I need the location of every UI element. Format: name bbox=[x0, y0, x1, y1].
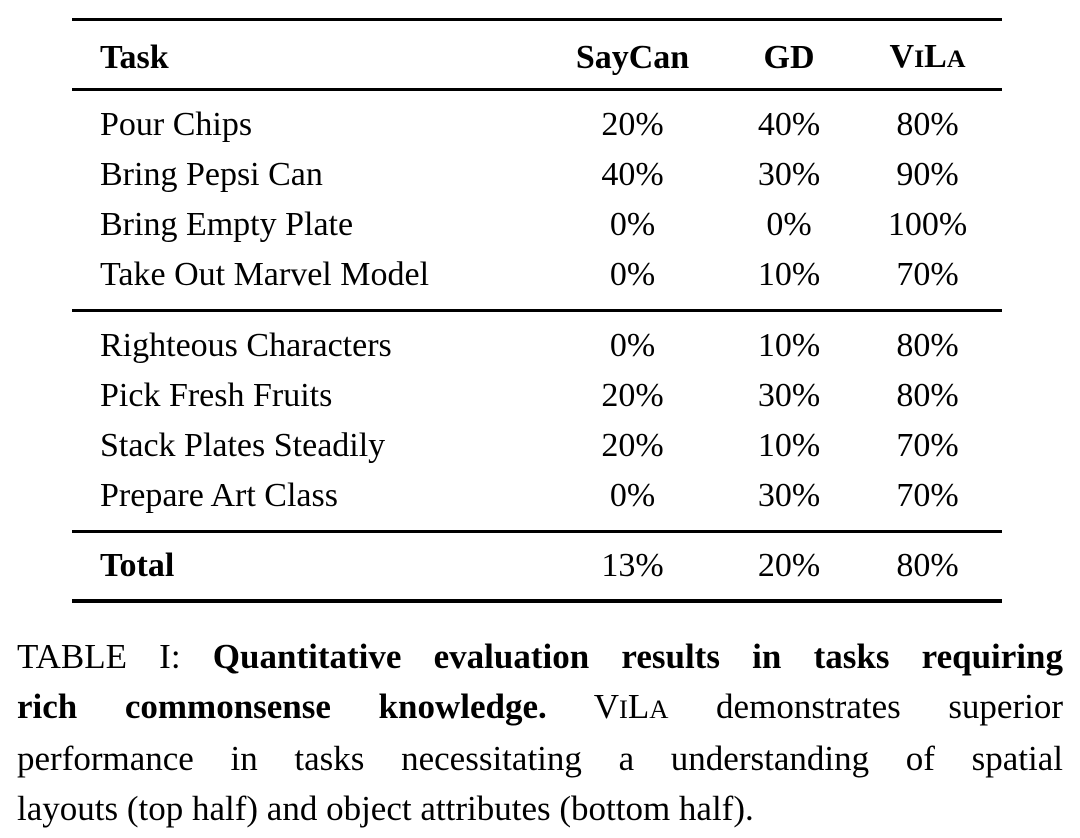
caption-text: layouts (top half) and object attributes… bbox=[17, 789, 754, 828]
results-table: Task SayCan GD VILA Pour Chips 20% 40% 8… bbox=[72, 18, 1002, 603]
caption-bold-title-cont: rich commonsense knowledge. bbox=[17, 687, 547, 726]
gd-cell: 40% bbox=[757, 106, 821, 143]
task-cell: Pick Fresh Fruits bbox=[100, 377, 333, 414]
header-separator-rule bbox=[72, 88, 1002, 91]
table-bottom-rule bbox=[72, 599, 1002, 603]
header-cell-gd: GD bbox=[763, 38, 815, 76]
saycan-cell: 40% bbox=[601, 156, 664, 193]
saycan-cell: 0% bbox=[609, 477, 656, 514]
caption-text: performance in tasks necessitating a und… bbox=[17, 739, 1063, 778]
saycan-cell: 0% bbox=[609, 256, 656, 293]
spatial-layout-task-group: Pour Chips 20% 40% 80% Bring Pepsi Can 4… bbox=[72, 91, 1002, 309]
total-vila-cell: 80% bbox=[896, 547, 959, 584]
caption-line-3: performance in tasks necessitating a und… bbox=[17, 734, 1063, 784]
table-header-row: Task SayCan GD VILA bbox=[72, 21, 1002, 88]
gd-cell: 30% bbox=[757, 377, 821, 414]
task-cell: Pour Chips bbox=[100, 106, 253, 143]
gd-cell: 0% bbox=[766, 206, 812, 243]
task-cell: Prepare Art Class bbox=[100, 477, 338, 514]
task-cell: Bring Pepsi Can bbox=[100, 156, 323, 193]
total-saycan-cell: 13% bbox=[601, 547, 664, 584]
vila-wordmark: VILA bbox=[593, 687, 669, 726]
gd-cell: 10% bbox=[757, 256, 821, 293]
task-cell: Take Out Marvel Model bbox=[100, 256, 430, 293]
total-gd-cell: 20% bbox=[757, 547, 821, 584]
vila-cell: 70% bbox=[896, 427, 959, 464]
caption-line-1: TABLE I: Quantitative evaluation results… bbox=[17, 632, 1063, 682]
gd-cell: 30% bbox=[757, 477, 821, 514]
vila-cell: 100% bbox=[887, 206, 968, 243]
header-cell-vila: VILA bbox=[853, 32, 1002, 84]
task-cell: Righteous Characters bbox=[100, 327, 392, 364]
total-row: Total 13% 20% 80% bbox=[72, 533, 1002, 599]
table-row: Stack Plates Steadily 20% 10% 70% bbox=[72, 421, 1002, 471]
caption-line-4: layouts (top half) and object attributes… bbox=[17, 784, 1063, 834]
vila-wordmark: VILA bbox=[889, 37, 966, 75]
vila-cell: 80% bbox=[896, 327, 959, 364]
caption-text: demonstrates superior bbox=[668, 687, 1064, 726]
vila-cell: 80% bbox=[896, 106, 959, 143]
table-top-rule bbox=[72, 18, 1002, 21]
vila-cell: 80% bbox=[896, 377, 959, 414]
gd-cell: 10% bbox=[757, 427, 821, 464]
task-cell: Bring Empty Plate bbox=[100, 206, 354, 243]
header-cell-task: Task bbox=[100, 38, 169, 76]
caption-bold-title: Quantitative evaluation results in tasks… bbox=[212, 637, 1063, 676]
group-separator-rule bbox=[72, 309, 1002, 312]
saycan-cell: 20% bbox=[601, 377, 664, 414]
vila-cell: 70% bbox=[896, 256, 959, 293]
table-row: Pick Fresh Fruits 20% 30% 80% bbox=[72, 371, 1002, 421]
total-label-cell: Total bbox=[100, 547, 175, 584]
saycan-cell: 0% bbox=[609, 206, 656, 243]
table-caption: TABLE I: Quantitative evaluation results… bbox=[17, 632, 1063, 834]
saycan-cell: 0% bbox=[609, 327, 656, 364]
saycan-cell: 20% bbox=[601, 106, 664, 143]
total-separator-rule bbox=[72, 530, 1002, 533]
table-row: Bring Empty Plate 0% 0% 100% bbox=[72, 200, 1002, 250]
caption-table-label: TABLE I: bbox=[17, 637, 213, 676]
table-row: Righteous Characters 0% 10% 80% bbox=[72, 321, 1002, 371]
task-cell: Stack Plates Steadily bbox=[100, 427, 386, 464]
table-row: Prepare Art Class 0% 30% 70% bbox=[72, 471, 1002, 521]
table-row: Pour Chips 20% 40% 80% bbox=[72, 100, 1002, 150]
gd-cell: 30% bbox=[757, 156, 821, 193]
vila-cell: 90% bbox=[896, 156, 959, 193]
saycan-cell: 20% bbox=[601, 427, 664, 464]
table-row: Take Out Marvel Model 0% 10% 70% bbox=[72, 250, 1002, 300]
table-row: Bring Pepsi Can 40% 30% 90% bbox=[72, 150, 1002, 200]
gd-cell: 10% bbox=[757, 327, 821, 364]
caption-line-2: rich commonsense knowledge. VILA demonst… bbox=[17, 682, 1063, 734]
header-cell-saycan: SayCan bbox=[575, 38, 690, 76]
vila-cell: 70% bbox=[896, 477, 959, 514]
object-attribute-task-group: Righteous Characters 0% 10% 80% Pick Fre… bbox=[72, 312, 1002, 530]
